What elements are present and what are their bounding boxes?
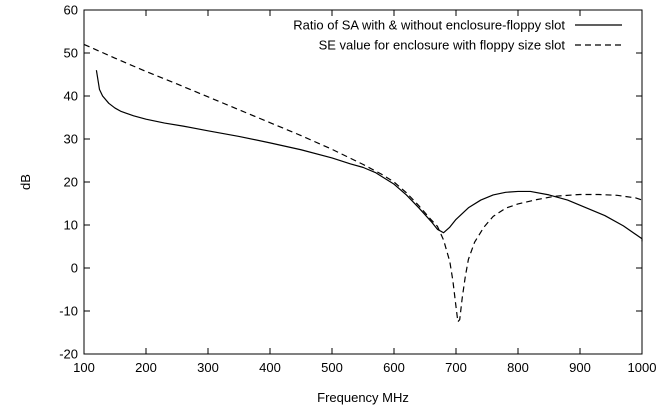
y-tick-label: 60 xyxy=(64,3,78,18)
x-tick-label: 200 xyxy=(135,360,157,375)
series-line-se xyxy=(83,43,643,323)
x-tick-label: 500 xyxy=(321,360,343,375)
x-tick-label: 100 xyxy=(73,360,95,375)
y-tick-label: -20 xyxy=(59,347,78,362)
x-tick-label: 800 xyxy=(507,360,529,375)
series-layer xyxy=(83,43,643,323)
x-tick-label: 700 xyxy=(445,360,467,375)
y-tick-label: -10 xyxy=(59,304,78,319)
y-tick-label: 0 xyxy=(71,261,78,276)
legend: Ratio of SA with & without enclosure-flo… xyxy=(293,18,622,53)
y-tick-label: 20 xyxy=(64,175,78,190)
ticks-layer: 100 200 300 400 500 600 700 800 900 1000 -20 -10 0 10… xyxy=(59,3,656,376)
x-tick-label: 600 xyxy=(383,360,405,375)
y-tick-label: 40 xyxy=(64,89,78,104)
y-tick-label: 30 xyxy=(64,132,78,147)
legend-label-ratio: Ratio of SA with & without enclosure-flo… xyxy=(293,18,565,33)
x-tick-label: 300 xyxy=(197,360,219,375)
x-tick-label: 900 xyxy=(569,360,591,375)
x-tick-label: 1000 xyxy=(628,360,657,375)
series-line-ratio xyxy=(95,70,643,242)
y-tick-label: 10 xyxy=(64,218,78,233)
x-axis-label: Frequency MHz xyxy=(317,390,409,405)
x-tick-label: 400 xyxy=(259,360,281,375)
y-axis-label: dB xyxy=(18,174,33,190)
plot-frame xyxy=(83,9,643,355)
y-tick-label: 50 xyxy=(64,46,78,61)
legend-label-se: SE value for enclosure with floppy size … xyxy=(319,38,566,53)
